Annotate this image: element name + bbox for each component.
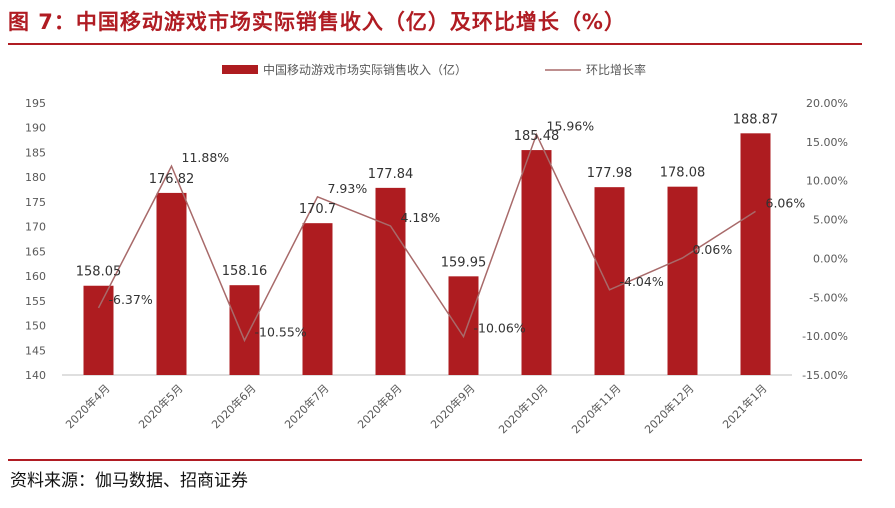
growth-value-label: -6.37% — [109, 292, 153, 307]
x-category-label: 2020年11月 — [568, 381, 623, 436]
y-right-tick-label: 0.00% — [813, 252, 848, 265]
x-category-label: 2020年9月 — [427, 381, 477, 431]
x-category-label: 2021年1月 — [719, 381, 769, 431]
x-category-label: 2020年5月 — [135, 381, 185, 431]
bar-value-label: 177.84 — [368, 167, 414, 182]
source-note: 资料来源：伽马数据、招商证券 — [10, 471, 248, 491]
growth-value-label: 11.88% — [182, 150, 230, 165]
y-left-tick-label: 190 — [25, 122, 46, 135]
revenue-bar — [156, 192, 187, 375]
bar-value-label: 177.98 — [587, 166, 633, 181]
growth-value-label: -4.04% — [620, 274, 664, 289]
x-category-label: 2020年10月 — [495, 381, 550, 436]
x-category-label: 2020年8月 — [354, 381, 404, 431]
y-right-tick-label: -5.00% — [809, 291, 848, 304]
revenue-bar — [667, 186, 698, 375]
y-left-tick-label: 170 — [25, 221, 46, 234]
bar-value-label: 170.7 — [299, 202, 336, 217]
bar-value-label: 188.87 — [733, 112, 779, 127]
growth-value-label: 15.96% — [547, 118, 595, 133]
legend-bar-label: 中国移动游戏市场实际销售收入（亿） — [263, 62, 467, 77]
data-labels: 158.05 176.82 158.16 170.7 177.84 159.95 185.4… — [76, 112, 806, 339]
y-left-tick-label: 195 — [25, 97, 46, 110]
y-left-tick-label: 155 — [25, 295, 46, 308]
y-left-tick-label: 180 — [25, 171, 46, 184]
title-rule — [8, 43, 862, 45]
y-left-tick-label: 145 — [25, 344, 46, 357]
x-category-label: 2020年6月 — [208, 381, 258, 431]
combo-chart: 中国移动游戏市场实际销售收入（亿） 环比增长率 1401451501551601… — [25, 62, 848, 436]
bar-series — [83, 133, 771, 375]
y-right-tick-label: -15.00% — [802, 369, 848, 382]
bar-value-label: 176.82 — [149, 172, 195, 187]
y-right-tick-label: 10.00% — [806, 175, 848, 188]
bar-value-label: 178.08 — [660, 166, 706, 181]
x-category-label: 2020年4月 — [62, 381, 112, 431]
growth-value-label: 6.06% — [766, 195, 806, 210]
revenue-bar — [375, 187, 406, 375]
growth-line — [97, 132, 756, 343]
y-left-tick-label: 175 — [25, 196, 46, 209]
growth-value-label: 0.06% — [693, 242, 733, 257]
bar-value-label: 185.48 — [514, 129, 560, 144]
legend-line-label: 环比增长率 — [586, 62, 646, 77]
revenue-bar — [302, 223, 333, 375]
legend-bar-swatch — [222, 65, 258, 74]
x-category-label: 2020年7月 — [281, 381, 331, 431]
source-rule — [8, 459, 862, 461]
bar-value-label: 158.05 — [76, 265, 122, 280]
y-right-tick-label: 15.00% — [806, 136, 848, 149]
y-right-tick-label: 20.00% — [806, 97, 848, 110]
revenue-bar — [83, 285, 114, 375]
revenue-bar — [594, 187, 625, 375]
bar-value-label: 158.16 — [222, 264, 268, 279]
x-category-label: 2020年12月 — [641, 381, 696, 436]
revenue-bar — [229, 285, 260, 375]
growth-value-label: 7.93% — [328, 181, 368, 196]
y-left-tick-label: 160 — [25, 270, 46, 283]
y-right-tick-label: -10.00% — [802, 330, 848, 343]
y-right-tick-label: 5.00% — [813, 214, 848, 227]
revenue-bar — [448, 276, 479, 375]
y-left-tick-label: 140 — [25, 369, 46, 382]
revenue-bar — [521, 150, 552, 375]
y-left-tick-label: 165 — [25, 245, 46, 258]
y-left-tick-label: 185 — [25, 146, 46, 159]
growth-value-label: -10.06% — [474, 321, 526, 336]
figure-title: 图 7：中国移动游戏市场实际销售收入（亿）及环比增长（%） — [8, 10, 626, 34]
growth-value-label: -10.55% — [255, 324, 307, 339]
growth-line-series — [97, 132, 756, 343]
revenue-bar — [740, 133, 771, 375]
bar-value-label: 159.95 — [441, 255, 487, 270]
chart-legend: 中国移动游戏市场实际销售收入（亿） 环比增长率 — [222, 62, 646, 77]
growth-value-label: 4.18% — [401, 210, 441, 225]
axes: 140 145 150 155 160 165 170 175 180 185 190 195 -15.… — [25, 97, 848, 436]
y-left-tick-label: 150 — [25, 320, 46, 333]
